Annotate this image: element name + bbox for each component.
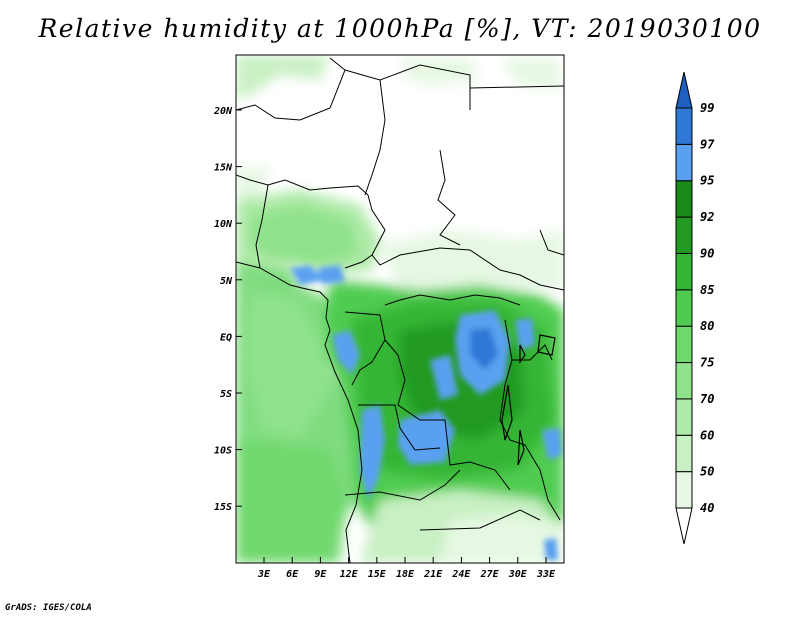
lat-label: EQ xyxy=(220,332,232,343)
lat-label: 10S xyxy=(214,446,232,457)
colorbar-box xyxy=(675,325,693,364)
lat-label: 15S xyxy=(214,502,232,513)
lakes xyxy=(501,334,556,466)
lat-label: 20N xyxy=(213,106,233,117)
colorbar-box xyxy=(675,180,693,218)
colorbar-box xyxy=(675,471,693,509)
lon-label: 21E xyxy=(423,569,443,580)
lat-label: 5S xyxy=(220,389,232,400)
lon-label: 30E xyxy=(508,569,528,580)
colorbar-label: 75 xyxy=(700,356,714,370)
lon-label: 24E xyxy=(451,569,471,580)
colorbar-label: 40 xyxy=(700,501,714,515)
lon-label: 15E xyxy=(368,569,387,580)
colorbar-label: 85 xyxy=(700,283,714,297)
map-panel xyxy=(236,55,564,563)
latitude-axis: 20N 15N 10N 5N EQ 5S 10S 15S xyxy=(213,106,242,513)
lon-label: 9E xyxy=(314,569,327,580)
colorbar-box xyxy=(675,216,693,254)
colorbar-box xyxy=(675,252,693,291)
map-frame xyxy=(235,54,565,564)
colorbar-box xyxy=(675,398,693,436)
lat-label: 5N xyxy=(220,276,233,287)
lon-label: 33E xyxy=(536,569,556,580)
lon-label: 27E xyxy=(480,569,500,580)
colorbar-label: 60 xyxy=(700,428,714,442)
colorbar-upper-triangle xyxy=(675,71,693,109)
lat-label: 10N xyxy=(214,219,233,230)
colorbar-lower-triangle xyxy=(675,507,693,545)
longitude-axis: 3E 6E 9E 12E 15E 18E 21E 24E 27E 30E 33E xyxy=(257,557,556,580)
lat-label: 15N xyxy=(214,163,233,174)
grads-credit: GrADS: IGES/COLA xyxy=(5,603,92,613)
colorbar-label: 97 xyxy=(700,137,715,151)
colorbar-box xyxy=(675,289,693,327)
lon-label: 18E xyxy=(396,569,415,580)
high-humidity-patches xyxy=(290,265,562,560)
colorbar: 40 50 60 70 75 80 85 90 92 95 97 99 xyxy=(675,71,715,545)
map-title: Relative humidity at 1000hPa [%], VT: 20… xyxy=(38,14,762,43)
colorbar-label: 70 xyxy=(700,392,714,406)
colorbar-box xyxy=(675,143,693,182)
colorbar-box xyxy=(675,434,693,473)
colorbar-label: 50 xyxy=(700,465,714,479)
country-borders xyxy=(236,57,564,563)
colorbar-box xyxy=(675,107,693,145)
colorbar-label: 80 xyxy=(700,319,714,333)
colorbar-label: 95 xyxy=(700,174,714,188)
lon-label: 3E xyxy=(257,569,271,580)
colorbar-label: 92 xyxy=(700,210,714,224)
colorbar-label: 99 xyxy=(700,101,714,115)
lon-label: 12E xyxy=(340,569,359,580)
colorbar-label: 90 xyxy=(700,246,714,260)
lon-label: 6E xyxy=(286,569,299,580)
colorbar-box xyxy=(675,362,693,400)
